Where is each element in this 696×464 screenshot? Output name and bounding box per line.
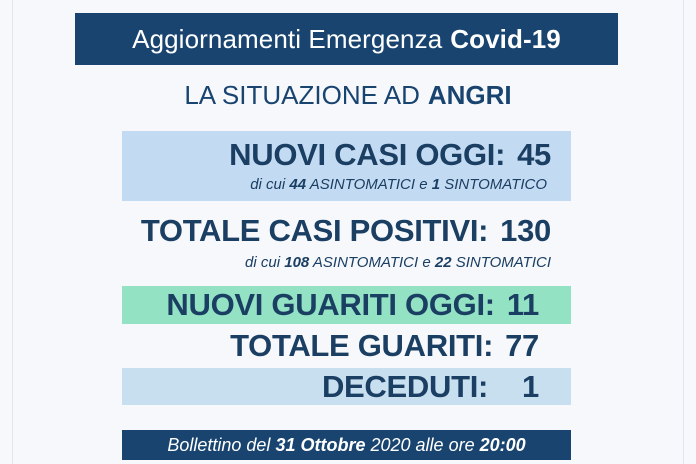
- total-cases-panel: TOTALE CASI POSITIVI: 130 di cui 108 ASIN…: [122, 210, 571, 278]
- title-banner: Aggiornamenti Emergenza Covid-19: [75, 13, 618, 65]
- title-prefix: Aggiornamenti Emergenza: [132, 23, 443, 54]
- new-cases-value: 45: [517, 137, 551, 172]
- total-cases-symptomatic: 22: [434, 254, 452, 271]
- total-healed-panel: TOTALE GUARITI: 77: [122, 328, 571, 364]
- new-cases-symptomatic: 1: [431, 176, 441, 193]
- new-cases-asymptomatic: 44: [289, 176, 307, 193]
- total-cases-sub-prefix: di cui: [245, 254, 281, 271]
- new-cases-sub-prefix: di cui: [250, 176, 286, 193]
- total-cases-label: TOTALE CASI POSITIVI:: [140, 213, 489, 248]
- footer-date: 31 Ottobre: [275, 434, 366, 455]
- deceased-line: DECEDUTI: 1: [122, 370, 539, 404]
- new-cases-panel: NUOVI CASI OGGI: 45 di cui 44 ASINTOMATIC…: [122, 131, 571, 201]
- total-healed-label: TOTALE GUARITI:: [230, 328, 494, 363]
- new-healed-panel: NUOVI GUARITI OGGI: 11: [122, 286, 571, 324]
- total-cases-value: 130: [500, 213, 551, 248]
- new-cases-breakdown: di cui 44 ASINTOMATICI e 1 SINTOMATICO: [122, 176, 551, 194]
- frame-line-left: [12, 0, 13, 464]
- title-bold: Covid-19: [450, 23, 561, 54]
- total-healed-line: TOTALE GUARITI: 77: [122, 329, 539, 363]
- total-cases-symptomatic-label: SINTOMATICI: [455, 254, 551, 271]
- new-cases-label: NUOVI CASI OGGI:: [229, 137, 506, 172]
- new-cases-symptomatic-label: SINTOMATICO: [444, 176, 547, 193]
- bulletin-footer: Bollettino del 31 Ottobre 2020 alle ore …: [122, 430, 571, 460]
- footer-time-prefix: alle ore: [415, 434, 475, 455]
- deceased-label: DECEDUTI:: [321, 369, 489, 404]
- subtitle: LA SITUAZIONE AD ANGRI: [0, 80, 696, 111]
- total-cases-asymptomatic-label: ASINTOMATICI e: [312, 254, 431, 271]
- subtitle-prefix: LA SITUAZIONE AD: [184, 80, 420, 110]
- new-cases-asymptomatic-label: ASINTOMATICI e: [309, 176, 428, 193]
- total-cases-line: TOTALE CASI POSITIVI: 130: [122, 214, 551, 248]
- new-cases-line: NUOVI CASI OGGI: 45: [122, 138, 551, 172]
- footer-year: 2020: [370, 434, 411, 455]
- deceased-value: 1: [522, 369, 539, 404]
- new-healed-line: NUOVI GUARITI OGGI: 11: [122, 288, 539, 322]
- total-cases-asymptomatic: 108: [284, 254, 310, 271]
- total-cases-breakdown: di cui 108 ASINTOMATICI e 22 SINTOMATICI: [122, 254, 551, 272]
- new-healed-value: 11: [506, 287, 539, 322]
- subtitle-location: ANGRI: [427, 80, 512, 110]
- total-healed-value: 77: [505, 328, 539, 363]
- deceased-panel: DECEDUTI: 1: [122, 368, 571, 405]
- footer-prefix: Bollettino del: [167, 434, 271, 455]
- footer-time: 20:00: [479, 434, 526, 455]
- frame-line-right: [683, 0, 684, 464]
- new-healed-label: NUOVI GUARITI OGGI:: [166, 287, 495, 322]
